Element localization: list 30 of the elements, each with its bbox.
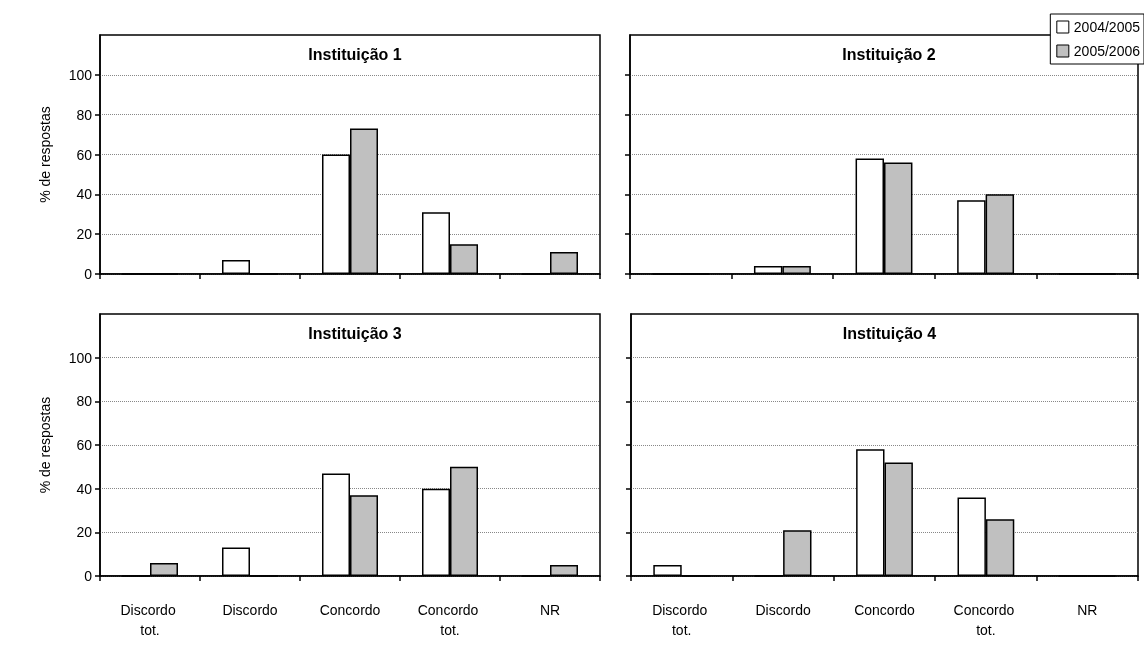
y-axis-title: % de respostas: [37, 396, 53, 494]
y-tick-label: 20: [76, 226, 93, 243]
y-tick-label: 60: [76, 146, 93, 163]
x-tick-label: Discordo tot.: [652, 602, 712, 638]
x-tick-label: Concordo tot.: [417, 602, 483, 638]
y-tick-label: 0: [84, 266, 93, 282]
x-tick-label: Discordo: [755, 602, 811, 618]
text: Instituição 1: [308, 45, 402, 63]
text: Instituição 3: [308, 324, 402, 342]
y-tick-label: 80: [76, 393, 93, 410]
y-tick-label: 0: [84, 568, 93, 584]
x-tick-label: Concordo: [319, 602, 381, 618]
y-axis-title: % de respostas: [37, 106, 53, 203]
x-tick-label: NR: [539, 602, 561, 618]
x-tick-label: Concordo tot.: [953, 602, 1019, 638]
text: Instituição 4: [842, 324, 937, 342]
legend-label: 2004/2005: [1073, 19, 1141, 35]
legend-label: 2005/2006: [1073, 43, 1141, 59]
y-tick-label: 100: [68, 66, 93, 83]
y-tick-label: 100: [68, 349, 93, 366]
y-tick-label: 40: [76, 480, 93, 497]
y-tick-label: 60: [76, 437, 93, 453]
y-tick-label: 80: [76, 106, 93, 123]
x-tick-label: Discordo: [222, 602, 278, 618]
x-tick-label: Discordo tot.: [120, 602, 180, 638]
y-tick-label: 20: [76, 524, 93, 541]
y-tick-label: 40: [76, 186, 93, 203]
text: Instituição 2: [842, 45, 936, 63]
x-tick-label: NR: [1077, 602, 1098, 618]
x-tick-label: Concordo: [854, 602, 916, 618]
